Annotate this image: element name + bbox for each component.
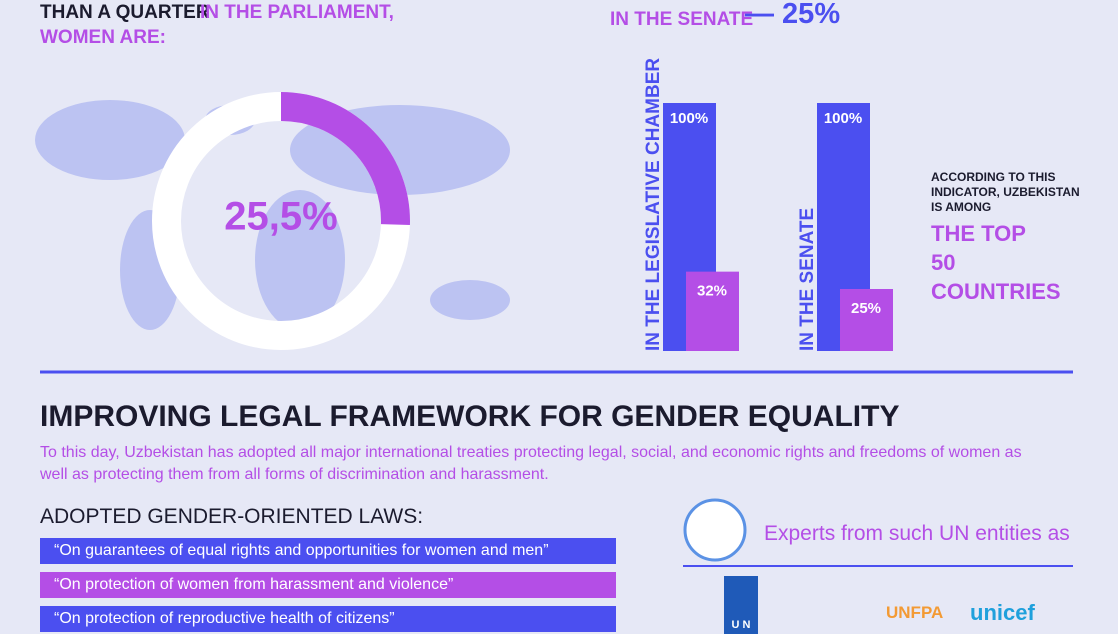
donut-arc <box>280 92 410 226</box>
senate-share: — 25% <box>745 0 841 30</box>
bar-total-label: 100% <box>670 110 708 127</box>
un-emblem <box>683 498 747 562</box>
bar-women-label: 25% <box>851 300 881 317</box>
lead-accent: IN THE PARLIAMENT, <box>200 2 394 23</box>
subject: WOMEN ARE: <box>40 27 166 48</box>
bar-caption: IN THE LEGISLATIVE CHAMBER <box>643 58 664 351</box>
bar-women <box>686 271 739 351</box>
law-item: “On guarantees of equal rights and oppor… <box>40 538 616 564</box>
bar-women <box>840 289 893 351</box>
undp-logo <box>724 576 758 634</box>
note-highlight: THE TOP 50 COUNTRIES <box>931 221 1061 304</box>
unicef-text: unicef <box>970 600 1035 625</box>
laws-title: ADOPTED GENDER-ORIENTED LAWS: <box>40 505 424 528</box>
bar-caption: IN THE SENATE <box>797 208 818 351</box>
law-item: “On protection of women from harassment … <box>40 572 616 598</box>
unfpa-text: UNFPA <box>886 603 943 622</box>
un-text: Experts from such UN entities as <box>764 522 1070 545</box>
law-item: “On protection of reproductive health of… <box>40 606 616 632</box>
bar-women-label: 32% <box>697 283 727 300</box>
lead: THAN A QUARTER <box>40 2 210 23</box>
senate-label: IN THE SENATE <box>610 9 754 30</box>
section-text: To this day, Uzbekistan has adopted all … <box>40 444 1022 483</box>
note: ACCORDING TO THIS INDICATOR, UZBEKISTAN … <box>931 170 1080 214</box>
section-title: IMPROVING LEGAL FRAMEWORK FOR GENDER EQU… <box>40 400 900 433</box>
donut-label: 25,5% <box>224 195 337 239</box>
undp-text: U N <box>732 619 751 631</box>
bar-total-label: 100% <box>824 110 862 127</box>
